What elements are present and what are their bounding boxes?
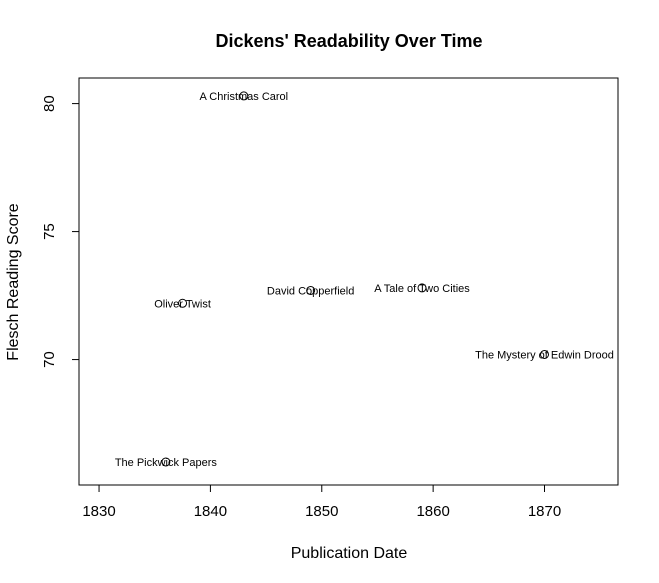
y-tick-label: 75	[41, 223, 58, 240]
point-label: The Pickwick Papers	[115, 457, 218, 469]
point-label: A Christmas Carol	[199, 91, 288, 103]
y-tick-label: 70	[41, 351, 58, 368]
x-tick-label: 1840	[194, 503, 227, 520]
point-labels: The Pickwick Papers Oliver Twist A Christm…	[115, 91, 614, 469]
x-tick-label: 1870	[528, 503, 561, 520]
plot-frame	[78, 77, 619, 486]
point-label: Oliver Twist	[154, 298, 211, 310]
y-axis: 70 75 80	[41, 95, 80, 368]
data-point	[306, 285, 316, 295]
x-tick-label: 1860	[416, 503, 449, 520]
y-axis-label: Flesch Reading Score	[5, 203, 22, 361]
data-point	[239, 91, 249, 101]
x-tick-label: 1830	[82, 503, 115, 520]
x-tick-label: 1850	[305, 503, 338, 520]
data-point	[178, 298, 188, 308]
data-point	[540, 349, 549, 359]
data-point	[161, 457, 171, 467]
x-axis-label: Publication Date	[291, 545, 408, 562]
y-tick-label: 80	[41, 95, 58, 112]
point-label: David Copperfield	[267, 285, 354, 297]
point-label: A Tale of Two Cities	[374, 283, 470, 295]
point-label: The Mystery of Edwin Drood	[475, 349, 614, 361]
x-axis: 1830 1840 1850 1860 1870	[82, 484, 561, 520]
chart-title: Dickens' Readability Over Time	[215, 31, 482, 51]
data-points	[161, 91, 549, 467]
data-point	[417, 283, 427, 293]
